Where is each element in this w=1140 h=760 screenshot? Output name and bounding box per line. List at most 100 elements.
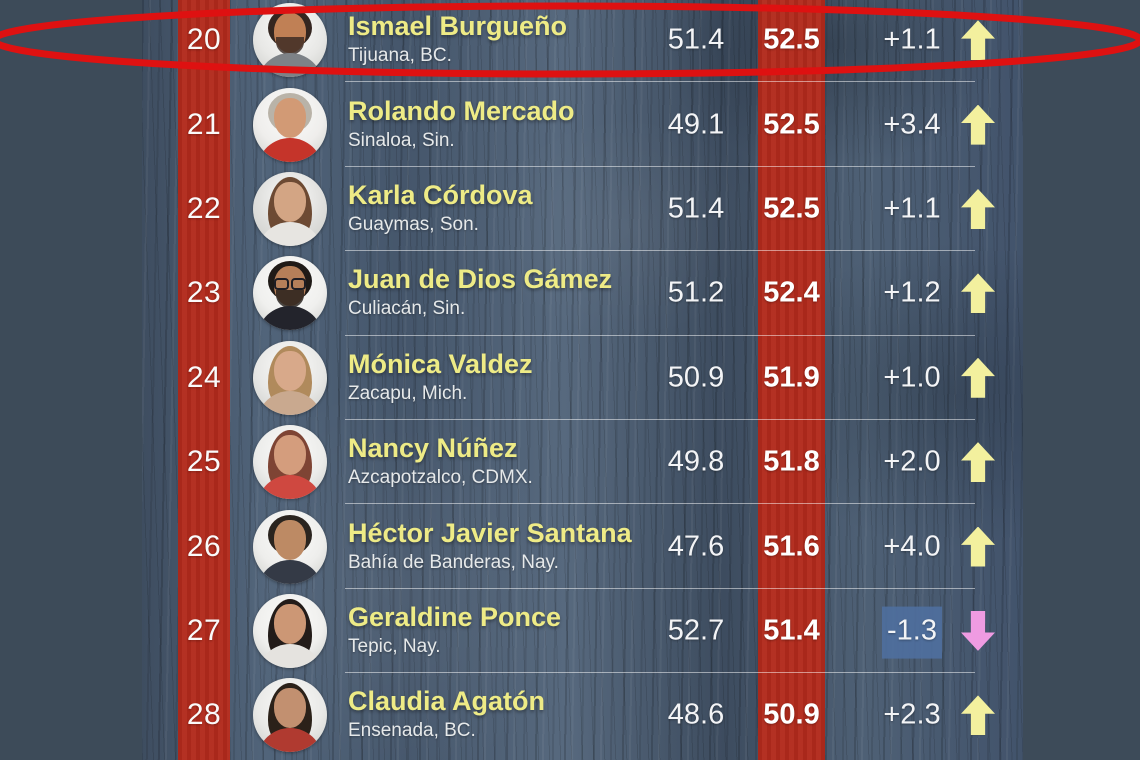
rank-column-band (178, 0, 230, 760)
rank-number: 24 (186, 360, 222, 394)
mayor-identity: Rolando Mercado Sinaloa, Sin. (348, 95, 575, 151)
mayor-photo (253, 340, 327, 415)
rank-number: 21 (186, 107, 222, 141)
avatar-shirt (258, 390, 322, 415)
mayor-name: Juan de Dios Gámez (348, 264, 613, 295)
avatar-face (274, 97, 306, 138)
avatar-face (274, 181, 306, 222)
previous-score-value: 51.4 (667, 192, 725, 225)
ranking-row: 23 Juan de Dios Gámez Culiacán, Sin. 51.… (142, 251, 1023, 336)
change-value: -1.3 (854, 614, 970, 647)
current-score-value: 51.8 (763, 445, 820, 478)
mayor-location: Azcapotzalco, CDMX. (348, 467, 533, 489)
mayor-location: Bahía de Banderas, Nay. (348, 551, 559, 573)
mayor-photo (253, 509, 327, 584)
avatar-shirt (258, 53, 322, 78)
mayor-name: Mónica Valdez (348, 348, 533, 379)
current-score-value: 52.5 (763, 192, 820, 225)
mayor-identity: Ismael Burgueño Tijuana, BC. (348, 11, 567, 67)
previous-score-value: 52.7 (667, 614, 725, 647)
ranking-row: 20 Ismael Burgueño Tijuana, BC. 51.4 52.… (142, 0, 1023, 83)
avatar-shirt (258, 221, 322, 246)
mayor-identity: Nancy Núñez Azcapotzalco, CDMX. (348, 433, 533, 489)
current-score-value: 51.9 (763, 361, 820, 394)
ranking-row: 21 Rolando Mercado Sinaloa, Sin. 49.1 52… (142, 82, 1023, 168)
previous-score-value: 48.6 (667, 698, 725, 731)
ranking-row: 25 Nancy Núñez Azcapotzalco, CDMX. 49.8 … (142, 420, 1023, 505)
current-score-value: 51.6 (763, 530, 820, 563)
mayor-name: Héctor Javier Santana (348, 517, 632, 548)
previous-score-value: 51.4 (667, 23, 725, 56)
avatar-shirt (258, 137, 322, 162)
current-score-value: 52.4 (763, 276, 820, 309)
mayor-identity: Claudia Agatón Ensenada, BC. (348, 686, 545, 742)
mayor-name: Nancy Núñez (348, 433, 518, 464)
avatar-face (274, 603, 306, 644)
mayor-name: Claudia Agatón (348, 686, 546, 717)
ranking-row: 27 Geraldine Ponce Tepic, Nay. 52.7 51.4… (142, 589, 1023, 674)
current-score-value: 52.5 (763, 108, 820, 141)
avatar-shirt (258, 475, 322, 500)
rank-number: 25 (186, 445, 222, 479)
avatar-beard (276, 290, 304, 309)
rank-number: 28 (186, 698, 222, 732)
previous-score-value: 49.1 (667, 108, 725, 141)
avatar-face (274, 435, 306, 476)
mayor-identity: Karla Córdova Guaymas, Son. (348, 180, 533, 236)
current-score-column-band (758, 0, 825, 760)
current-score-value: 51.4 (763, 614, 820, 647)
ranking-row: 26 Héctor Javier Santana Bahía de Bander… (142, 504, 1023, 590)
mayor-photo (253, 678, 327, 753)
rank-number: 20 (186, 23, 222, 57)
current-score-value: 52.5 (763, 23, 820, 56)
mayor-location: Ensenada, BC. (348, 720, 476, 742)
change-value: +1.1 (883, 23, 941, 56)
mayor-photo (253, 593, 327, 668)
chalkboard-panel: 20 Ismael Burgueño Tijuana, BC. 51.4 52.… (142, 0, 1023, 760)
mayor-location: Culiacán, Sin. (348, 298, 466, 320)
mayor-identity: Héctor Javier Santana Bahía de Banderas,… (348, 517, 632, 573)
avatar-shirt (258, 643, 322, 668)
previous-score-value: 49.8 (667, 445, 725, 478)
mayor-identity: Mónica Valdez Zacapu, Mich. (348, 349, 533, 405)
mayor-location: Zacapu, Mich. (348, 382, 468, 404)
mayor-name: Geraldine Ponce (348, 601, 562, 632)
mayor-photo (253, 87, 327, 162)
change-value: +2.0 (883, 445, 941, 478)
avatar-glasses-icon (274, 278, 306, 291)
rank-number: 23 (186, 276, 222, 310)
change-value: +1.1 (883, 192, 941, 225)
ranking-row: 24 Mónica Valdez Zacapu, Mich. 50.9 51.9… (142, 336, 1023, 421)
mayor-identity: Juan de Dios Gámez Culiacán, Sin. (348, 264, 612, 320)
ranking-rows: 20 Ismael Burgueño Tijuana, BC. 51.4 52.… (142, 0, 1023, 758)
current-score-value: 50.9 (763, 698, 820, 731)
previous-score-value: 50.9 (667, 361, 725, 394)
mayor-photo (253, 171, 327, 246)
mayor-location: Tijuana, BC. (348, 45, 452, 67)
mayor-name: Rolando Mercado (348, 95, 575, 126)
mayor-location: Guaymas, Son. (348, 213, 479, 235)
change-value: +4.0 (883, 530, 941, 563)
mayor-location: Sinaloa, Sin. (348, 129, 455, 151)
change-value: +1.2 (883, 276, 941, 309)
mayor-photo (253, 425, 327, 500)
avatar-shirt (258, 559, 322, 584)
mayor-identity: Geraldine Ponce Tepic, Nay. (348, 602, 561, 658)
avatar-face (274, 350, 306, 391)
rank-number: 26 (186, 529, 222, 563)
rank-number: 27 (186, 613, 222, 647)
previous-score-value: 47.6 (667, 530, 725, 563)
ranking-row: 28 Claudia Agatón Ensenada, BC. 48.6 50.… (142, 673, 1023, 757)
avatar-face (274, 688, 306, 729)
ranking-row: 22 Karla Córdova Guaymas, Son. 51.4 52.5… (142, 167, 1023, 252)
change-value: +3.4 (883, 108, 941, 141)
mayor-photo (253, 3, 327, 78)
change-value: +1.0 (883, 361, 941, 394)
mayor-photo (253, 256, 327, 331)
rank-number: 22 (186, 191, 222, 225)
avatar-face (274, 519, 306, 560)
mayor-name: Karla Córdova (348, 179, 533, 210)
change-value: +2.3 (883, 698, 941, 731)
mayor-location: Tepic, Nay. (348, 635, 441, 657)
mayor-name: Ismael Burgueño (348, 11, 568, 42)
